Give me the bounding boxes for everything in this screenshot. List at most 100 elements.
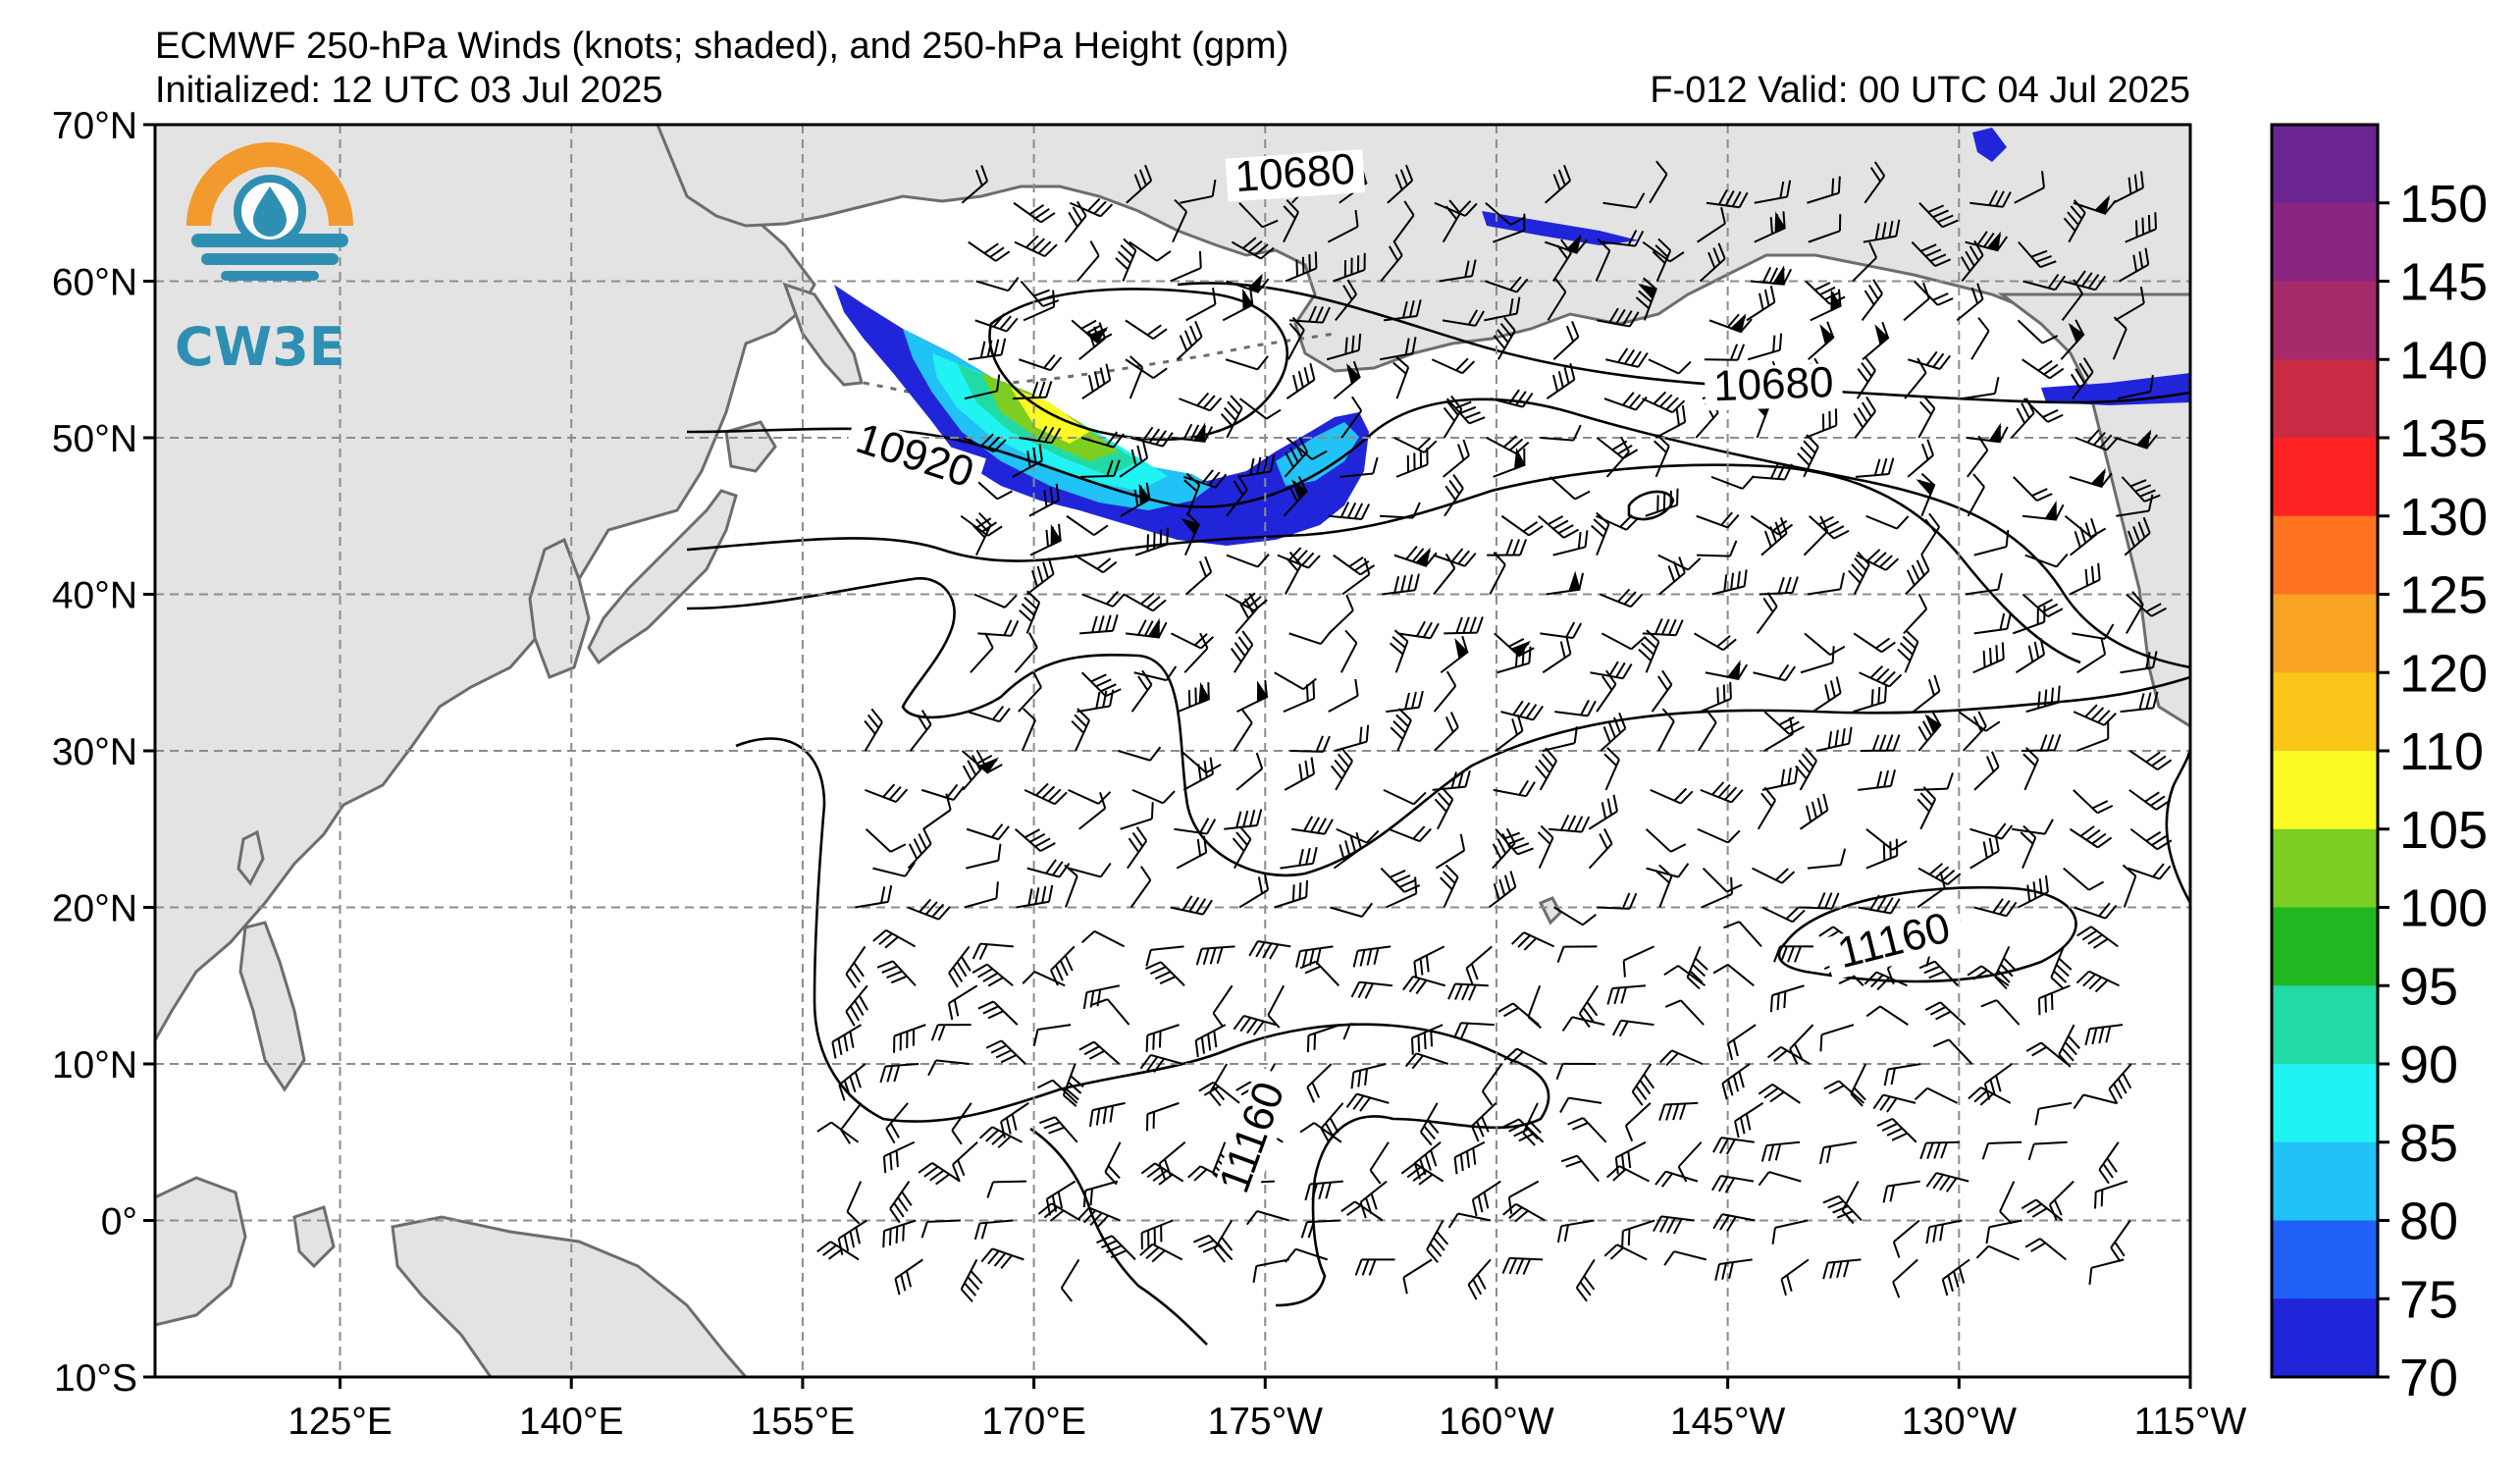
barb-feather [1137, 619, 1147, 636]
barb-feather [1255, 941, 1266, 958]
barb-staff [1126, 180, 1152, 204]
barb-feather [1731, 190, 1742, 207]
barb-staff [2076, 653, 2106, 674]
barb-feather [1787, 768, 1792, 785]
wind-barb [971, 511, 992, 556]
wind-barb [1631, 1063, 1655, 1106]
barb-staff [1904, 372, 1927, 399]
barb-feather [1932, 209, 1949, 219]
wind-barb [1131, 788, 1176, 805]
barb-feather [1502, 1202, 1517, 1216]
barb-feather [2032, 881, 2037, 899]
barb-staff [1150, 945, 1184, 951]
barb-staff [2125, 228, 2157, 243]
barb-feather [997, 843, 1002, 861]
barb-staff [2061, 292, 2083, 321]
barb-staff [1861, 292, 1883, 321]
barb-feather [953, 999, 960, 1017]
barb-feather [1501, 832, 1511, 849]
barb-feather [1638, 290, 1653, 303]
barb-feather [1179, 335, 1188, 351]
barb-feather [1032, 1029, 1039, 1046]
barb-feather [1082, 991, 1088, 1010]
barb-feather [1687, 557, 1702, 571]
wind-barb [1439, 259, 1477, 283]
barb-feather [1831, 178, 1835, 195]
barb-feather [1150, 802, 1154, 820]
wind-barb [1807, 848, 1847, 870]
wind-barb [1760, 1140, 1801, 1162]
barb-staff [1353, 1063, 1387, 1074]
logo-text: CW3E [175, 316, 345, 378]
barb-feather [1639, 1080, 1652, 1095]
barb-feather [1146, 596, 1161, 609]
barb-feather [1144, 164, 1153, 182]
barb-feather [1932, 1225, 1937, 1243]
barb-feather [2150, 607, 2167, 617]
wind-barb [922, 793, 952, 830]
barb-feather [1876, 770, 1883, 788]
wind-barb [951, 1102, 972, 1145]
wind-barb [1810, 289, 1842, 322]
barb-feather [923, 1165, 939, 1178]
barb-staff [1916, 887, 1946, 909]
barb-staff [1601, 240, 1636, 247]
barb-staff [1760, 532, 1788, 556]
wind-barb [1858, 768, 1896, 791]
barb-staff [2074, 906, 2106, 920]
barb-feather [1658, 864, 1673, 877]
barb-staff [1068, 867, 1101, 878]
barb-feather [1048, 884, 1054, 902]
colorbar-bin [2272, 907, 2378, 986]
barb-feather [1352, 950, 1359, 968]
barb-feather [1631, 1090, 1644, 1106]
barb-feather [1146, 1056, 1159, 1072]
barb-staff [1019, 358, 1051, 372]
contour-10680-a [988, 288, 1288, 442]
barb-feather [1985, 720, 2001, 732]
barb-feather [1727, 1043, 1734, 1061]
barb-feather [1057, 1192, 1064, 1209]
barb-staff [1234, 838, 1252, 870]
barb-feather [1199, 818, 1210, 834]
barb-feather [1388, 245, 1399, 262]
barb-feather [980, 165, 989, 182]
barb-staff [1460, 1022, 1495, 1027]
barb-feather [1158, 1173, 1174, 1186]
colorbar-label: 120 [2399, 644, 2488, 703]
barb-feather [2041, 171, 2045, 188]
barb-feather [1565, 1160, 1583, 1168]
barb-feather [1239, 1017, 1252, 1033]
barb-staff [1698, 721, 1717, 752]
barb-feather [1357, 981, 1368, 999]
barb-feather [1199, 632, 1209, 649]
barb-staff [1320, 1102, 1344, 1130]
barb-feather [1216, 947, 1224, 964]
barb-feather [1864, 290, 1875, 305]
wind-barb [977, 619, 1020, 637]
barb-staff [1284, 772, 1315, 791]
barb-staff [1328, 695, 1359, 714]
wind-barb [1822, 1194, 1863, 1222]
barb-feather [1102, 560, 1118, 574]
barb-feather [1537, 831, 1551, 845]
barb-feather [1310, 757, 1316, 774]
barb-staff [2076, 737, 2109, 752]
barb-feather [1503, 874, 1511, 892]
contour-small-oval [1627, 490, 1675, 521]
wind-barb [1537, 824, 1554, 870]
barb-feather [1620, 436, 1630, 452]
wind-barb [947, 984, 978, 1021]
barb-feather [1194, 320, 1203, 338]
barb-feather [1627, 1228, 1631, 1246]
barb-feather [1819, 1146, 1825, 1165]
wind-barb [1235, 752, 1264, 791]
barb-feather [1686, 977, 1701, 990]
wind-barb [2121, 476, 2161, 503]
wind-barb [1369, 1141, 1390, 1185]
wind-barb [961, 165, 989, 204]
wind-barb [2129, 750, 2173, 771]
barb-feather [2090, 565, 2095, 583]
wind-barb [1754, 211, 1787, 243]
barb-staff [1076, 705, 1111, 714]
